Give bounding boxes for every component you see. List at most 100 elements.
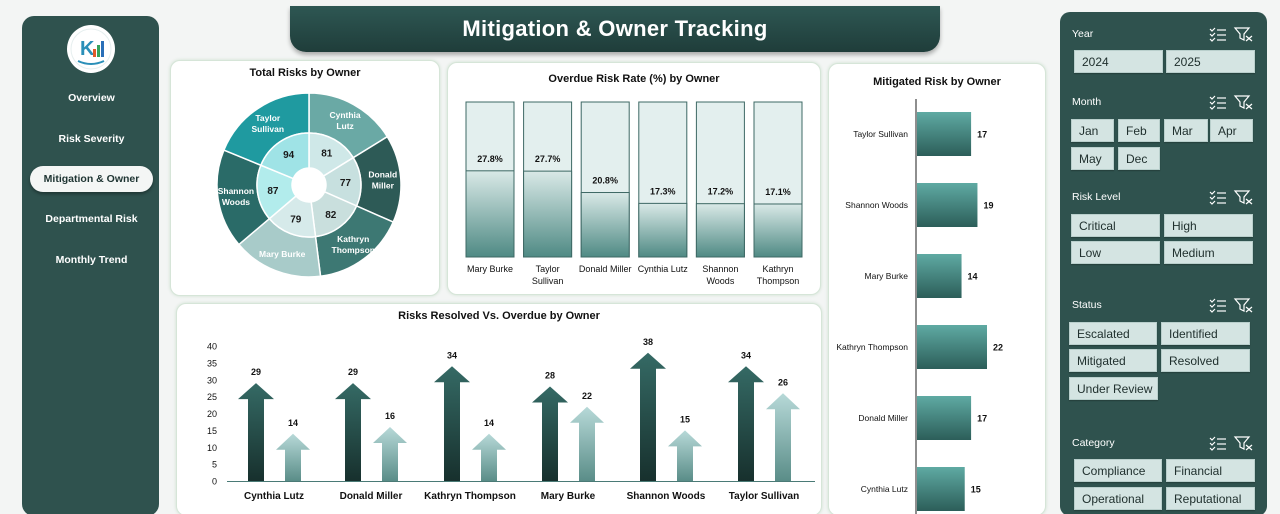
filter-chip-status-escalated[interactable]: Escalated: [1069, 322, 1157, 345]
multi-select-icon[interactable]: [1209, 436, 1226, 451]
filter-chip-risk-level-low[interactable]: Low: [1071, 241, 1160, 264]
overdue-rate-panel: Overdue Risk Rate (%) by Owner 27.8% Mary…: [447, 62, 821, 295]
nav-item-mitigation-owner[interactable]: Mitigation & Owner: [30, 166, 153, 192]
mitigated-value-label: 22: [993, 343, 1003, 353]
sunburst-owner-label: Donald Miller: [368, 169, 397, 190]
mitigated-bar-taylor-sullivan: [917, 112, 972, 156]
clear-filter-icon[interactable]: [1233, 95, 1253, 110]
nav-item-monthly-trend[interactable]: Monthly Trend: [55, 254, 128, 266]
filter-chip-year-2024[interactable]: 2024: [1074, 50, 1163, 73]
mitigated-category-label: Cynthia Lutz: [861, 484, 908, 494]
sunburst-owner-label: Taylor Sullivan: [251, 113, 284, 134]
overdue-rate-chart: 27.8% Mary Burke 27.7% Taylor Sullivan 20.8% D…: [465, 101, 803, 286]
nav-item-departmental-risk[interactable]: Departmental Risk: [45, 213, 138, 225]
filter-chip-status-under-review[interactable]: Under Review: [1069, 377, 1158, 400]
overdue-arrow-shannon-woods: [668, 430, 702, 481]
resolved-arrow-mary-burke: [532, 386, 568, 481]
mitigated-panel: Mitigated Risk by Owner 17 Taylor Sulliva…: [828, 63, 1046, 514]
resolved-ytick-label: 0: [212, 477, 217, 487]
resolved-value-label: 29: [251, 367, 261, 377]
overdue-value-label: 17.2%: [708, 187, 734, 197]
overdue-value-label: 20.8%: [592, 176, 618, 186]
overdue-arrow-cynthia-lutz: [276, 433, 310, 481]
overdue-arrow-donald-miller: [373, 427, 407, 481]
resolved-value-label: 34: [741, 350, 751, 360]
mitigated-chart: 17 Taylor Sullivan 19 Shannon Woods 14 Mary B…: [836, 99, 1003, 514]
resolved-ytick-label: 40: [207, 342, 217, 352]
filter-chip-risk-level-critical[interactable]: Critical: [1071, 214, 1160, 237]
filter-chip-month-feb[interactable]: Feb: [1118, 119, 1160, 142]
multi-select-icon[interactable]: [1209, 190, 1226, 205]
filter-chip-status-mitigated[interactable]: Mitigated: [1069, 349, 1157, 372]
resolved-arrow-taylor-sullivan: [728, 366, 764, 481]
mitigated-value-label: 17: [977, 130, 987, 140]
resolved-value-label: 29: [348, 367, 358, 377]
total-risks-sunburst-chart: 81 Cynthia Lutz 77 Donald Miller 82 Kathryn Thom…: [216, 92, 402, 278]
resolved-arrow-kathryn-thompson: [434, 366, 470, 481]
sunburst-value-label: 77: [340, 178, 352, 189]
clear-filter-icon[interactable]: [1233, 27, 1253, 42]
multi-select-icon[interactable]: [1209, 27, 1226, 42]
resolved-value-label: 28: [545, 371, 555, 381]
filter-chip-month-apr[interactable]: Apr: [1210, 119, 1253, 142]
logo-icon: K: [67, 25, 115, 73]
overdue-arrow-mary-burke: [570, 406, 604, 481]
resolved-ytick-label: 30: [207, 375, 217, 385]
overdue-category-label: Donald Miller: [579, 264, 632, 274]
overdue-category-label: Kathryn Thompson: [757, 264, 800, 286]
multi-select-icon[interactable]: [1209, 95, 1226, 110]
clear-filter-icon[interactable]: [1233, 190, 1253, 205]
filter-chip-risk-level-medium[interactable]: Medium: [1164, 241, 1253, 264]
filter-title-risk-level: Risk Level: [1072, 191, 1121, 203]
filter-chip-category-compliance[interactable]: Compliance: [1074, 459, 1162, 482]
filter-chip-category-financial[interactable]: Financial: [1166, 459, 1255, 482]
sunburst-owner-label: Cynthia Lutz: [329, 110, 360, 131]
filter-chip-month-may[interactable]: May: [1071, 147, 1114, 170]
total-risks-panel: Total Risks by Owner 81 Cynthia Lutz 77 Dona…: [170, 60, 440, 296]
clear-filter-icon[interactable]: [1233, 298, 1253, 313]
mitigated-title: Mitigated Risk by Owner: [873, 76, 1001, 88]
resolved-category-label: Shannon Woods: [627, 491, 706, 502]
filter-chip-year-2025[interactable]: 2025: [1166, 50, 1255, 73]
mitigated-category-label: Donald Miller: [858, 413, 908, 423]
resolved-overdue-chart: 0 5 10 15 20 25 30 35 40 29 14 Cynthia Lutz 29 16 Dona…: [207, 337, 815, 502]
mitigated-bar-donald-miller: [917, 396, 972, 440]
filter-chip-month-mar[interactable]: Mar: [1164, 119, 1208, 142]
sunburst-value-label: 94: [283, 150, 295, 161]
sunburst-owner-label: Mary Burke: [259, 249, 306, 259]
mitigated-bar-cynthia-lutz: [917, 467, 965, 511]
clear-filter-icon[interactable]: [1233, 436, 1253, 451]
overdue-bar-cynthia-lutz: [638, 202, 688, 258]
mitigated-value-label: 15: [971, 485, 981, 495]
filter-chip-status-identified[interactable]: Identified: [1161, 322, 1250, 345]
multi-select-icon[interactable]: [1209, 298, 1226, 313]
resolved-value-label: 34: [447, 350, 457, 360]
overdue-bar-donald-miller: [580, 192, 630, 258]
sunburst-value-label: 87: [267, 186, 279, 197]
filter-chip-status-resolved[interactable]: Resolved: [1161, 349, 1250, 372]
filter-toolbar: [1209, 435, 1253, 451]
resolved-value-label: 15: [680, 414, 690, 424]
filter-chip-category-operational[interactable]: Operational: [1074, 487, 1162, 510]
total-risks-title: Total Risks by Owner: [249, 67, 361, 79]
filter-chip-month-dec[interactable]: Dec: [1118, 147, 1160, 170]
nav-item-overview[interactable]: Overview: [68, 92, 115, 104]
overdue-value-label: 27.7%: [535, 154, 561, 164]
nav-sidebar: K Overview Risk Severity Mitigation & Owne…: [22, 16, 159, 514]
resolved-category-label: Donald Miller: [340, 491, 403, 502]
sunburst-value-label: 82: [325, 210, 337, 221]
resolved-ytick-label: 15: [207, 426, 217, 436]
resolved-arrow-cynthia-lutz: [238, 383, 274, 481]
filter-chip-month-jan[interactable]: Jan: [1071, 119, 1114, 142]
overdue-bar-shannon-woods: [695, 203, 745, 258]
sunburst-inner-taylor-sullivan: [259, 132, 310, 180]
overdue-rate-title: Overdue Risk Rate (%) by Owner: [548, 73, 720, 85]
overdue-bar-kathryn-thompson: [753, 203, 803, 258]
title-banner: Mitigation & Owner Tracking: [290, 6, 940, 52]
filter-chip-category-reputational[interactable]: Reputational: [1166, 487, 1255, 510]
sunburst-value-label: 81: [321, 149, 333, 160]
filter-chip-risk-level-high[interactable]: High: [1164, 214, 1253, 237]
nav-item-risk-severity[interactable]: Risk Severity: [58, 133, 125, 145]
filter-title-status: Status: [1072, 299, 1102, 311]
overdue-category-label: Cynthia Lutz: [638, 264, 689, 274]
